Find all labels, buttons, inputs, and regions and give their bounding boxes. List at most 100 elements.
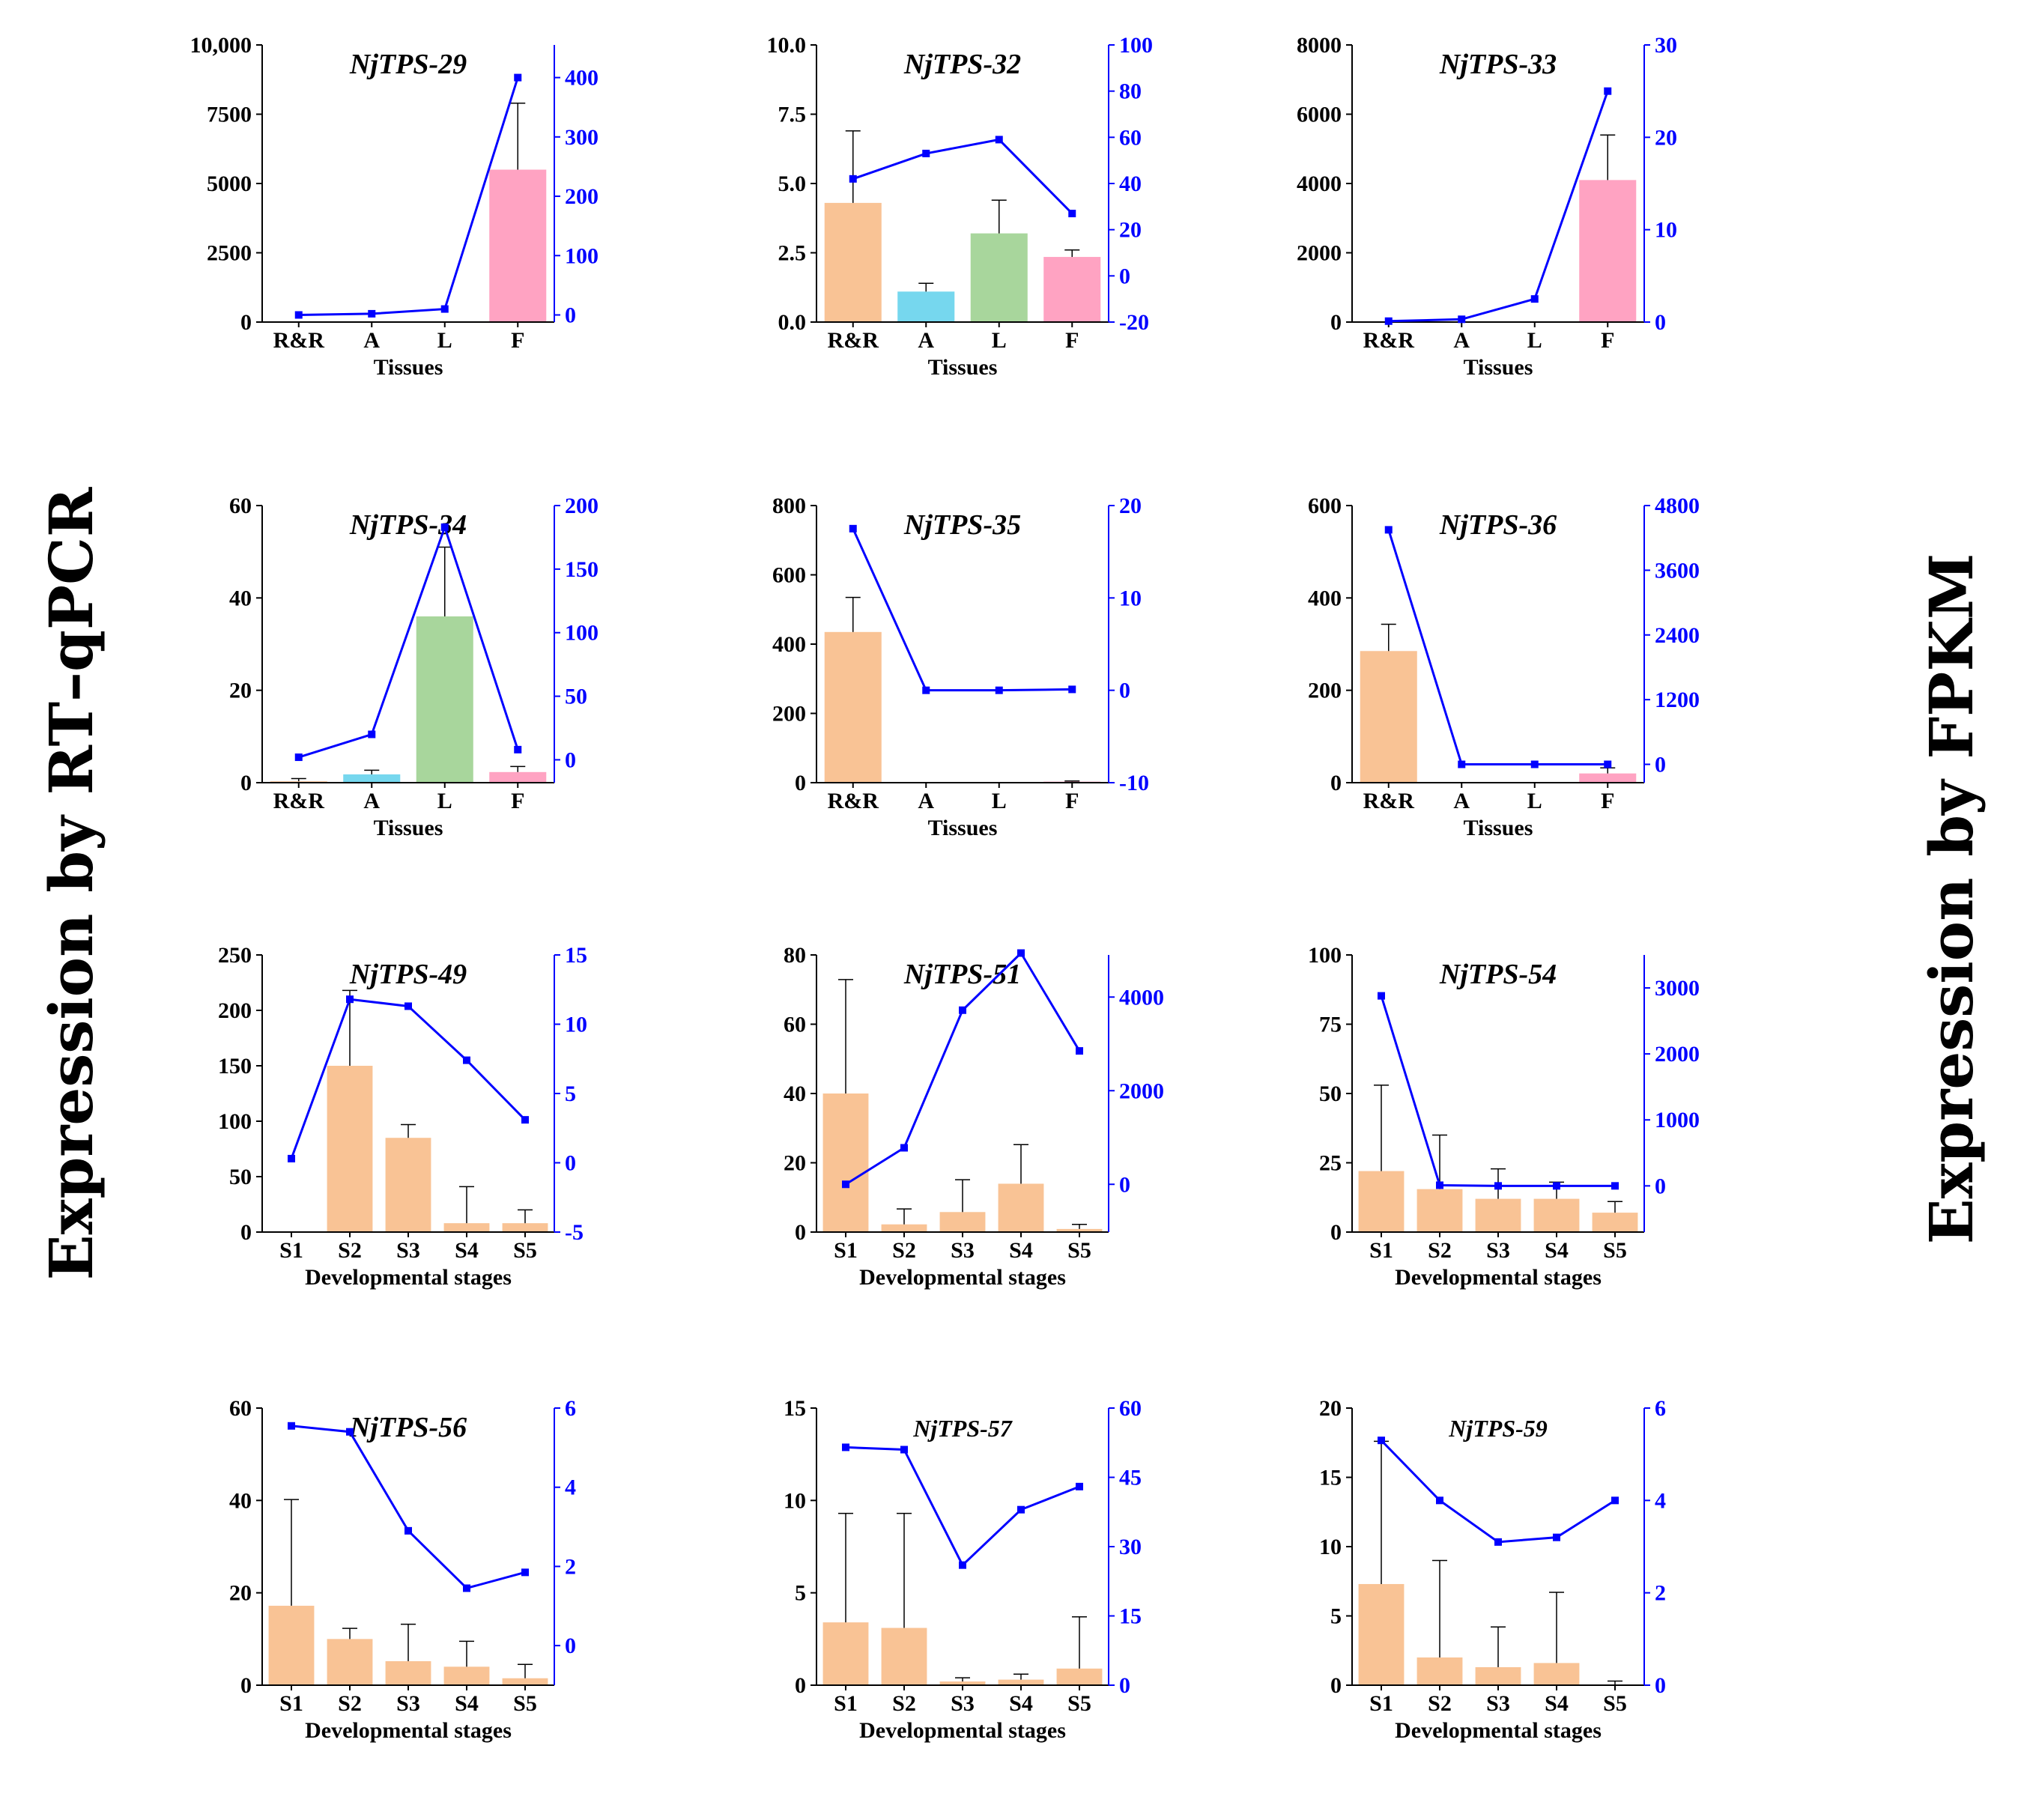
chart-title: NjTPS-49 xyxy=(349,959,467,990)
x-axis-title: Tissues xyxy=(928,816,998,840)
left-tick-label: 8000 xyxy=(1297,33,1342,58)
fpkm-point xyxy=(1017,1505,1025,1514)
left-tick-label: 0 xyxy=(795,1673,806,1698)
fpkm-point xyxy=(1458,315,1466,324)
fpkm-point xyxy=(1378,1437,1385,1445)
left-tick-label: 10,000 xyxy=(190,33,252,58)
bar xyxy=(1592,1213,1638,1232)
chart-title: NjTPS-29 xyxy=(349,49,467,80)
x-tick-label: F xyxy=(511,328,524,353)
right-tick-label: 0 xyxy=(1119,1673,1130,1698)
right-tick-label: -5 xyxy=(565,1220,584,1245)
right-tick-label: 0 xyxy=(1119,264,1130,288)
x-tick-label: S5 xyxy=(513,1238,537,1263)
fpkm-point xyxy=(1384,526,1393,534)
bar xyxy=(939,1212,986,1232)
chart-title: NjTPS-59 xyxy=(1448,1415,1548,1442)
fpkm-line xyxy=(1388,91,1609,323)
right-tick-label: 100 xyxy=(565,621,599,646)
right-tick-label: 5 xyxy=(565,1082,576,1106)
fpkm-point xyxy=(1604,760,1612,768)
x-tick-label: S2 xyxy=(338,1691,362,1716)
left-tick-label: 0 xyxy=(795,771,806,795)
fpkm-point xyxy=(842,1443,849,1452)
fpkm-point xyxy=(440,523,449,531)
chart-panel-njtps-49: 0 50 100 150 200 250 -5 0 5 10 15 S1 S2 S3 S4 S5Develop… xyxy=(218,943,587,1290)
fpkm-point xyxy=(849,524,857,533)
left-tick-label: 0 xyxy=(795,1220,806,1245)
bar xyxy=(1358,1171,1405,1232)
right-tick-label: 80 xyxy=(1119,79,1142,104)
right-tick-label: 4000 xyxy=(1119,985,1164,1010)
fpkm-line xyxy=(298,77,519,316)
fpkm-point xyxy=(1530,760,1539,768)
bar xyxy=(822,1093,869,1232)
x-tick-label: S5 xyxy=(513,1691,537,1716)
left-tick-label: 600 xyxy=(1308,494,1342,518)
x-tick-label: S1 xyxy=(834,1691,858,1716)
right-tick-label: 10 xyxy=(1119,586,1142,610)
fpkm-point xyxy=(1068,210,1076,218)
right-tick-label: 0 xyxy=(1655,753,1666,777)
x-tick-label: A xyxy=(363,328,380,353)
bar xyxy=(1360,651,1417,783)
fpkm-point xyxy=(368,730,376,738)
x-axis-title: Developmental stages xyxy=(859,1718,1066,1743)
x-axis-title: Developmental stages xyxy=(305,1718,512,1743)
right-tick-label: 0 xyxy=(1655,1673,1666,1698)
fpkm-point xyxy=(1436,1496,1443,1505)
fpkm-point xyxy=(514,73,522,82)
fpkm-point xyxy=(1068,685,1076,694)
right-tick-label: 15 xyxy=(565,943,587,968)
left-tick-label: 200 xyxy=(1308,679,1342,703)
bar xyxy=(327,1639,373,1685)
fpkm-point xyxy=(842,1180,849,1189)
x-axis-title: Tissues xyxy=(928,355,998,380)
right-tick-label: 3600 xyxy=(1655,558,1700,583)
x-tick-label: S2 xyxy=(1428,1238,1452,1263)
bar xyxy=(1579,773,1637,783)
left-tick-label: 60 xyxy=(229,494,252,518)
bar xyxy=(998,1679,1044,1685)
left-tick-label: 7.5 xyxy=(778,103,807,127)
right-tick-label: 0 xyxy=(1119,679,1130,703)
left-tick-label: 40 xyxy=(784,1082,806,1106)
right-tick-label: 4 xyxy=(1655,1488,1666,1513)
x-tick-label: R&R xyxy=(1363,789,1415,813)
x-tick-label: L xyxy=(1527,328,1542,353)
fpkm-point xyxy=(1017,949,1025,957)
left-tick-label: 0.0 xyxy=(778,310,807,335)
x-tick-label: S2 xyxy=(892,1238,916,1263)
x-axis-title: Developmental stages xyxy=(1395,1718,1602,1743)
x-axis-title: Developmental stages xyxy=(1395,1265,1602,1290)
right-tick-label: 0 xyxy=(565,303,576,327)
chart-title: NjTPS-34 xyxy=(349,509,467,541)
x-tick-label: S5 xyxy=(1067,1691,1091,1716)
left-tick-label: 5000 xyxy=(207,172,252,196)
fpkm-line xyxy=(852,138,1073,215)
fpkm-point xyxy=(1076,1482,1083,1490)
left-tick-label: 80 xyxy=(784,943,806,968)
right-tick-label: 50 xyxy=(565,685,587,709)
x-tick-label: L xyxy=(437,328,452,353)
left-tick-label: 200 xyxy=(218,998,252,1023)
bar xyxy=(1043,257,1101,322)
left-tick-label: 100 xyxy=(1308,943,1342,968)
x-tick-label: R&R xyxy=(273,789,325,813)
left-tick-label: 7500 xyxy=(207,103,252,127)
x-tick-label: R&R xyxy=(828,328,879,353)
bar xyxy=(824,202,882,322)
left-tick-label: 0 xyxy=(240,1673,252,1698)
x-tick-label: S5 xyxy=(1603,1691,1627,1716)
right-tick-label: 2400 xyxy=(1655,623,1700,648)
right-tick-label: 6 xyxy=(565,1396,576,1421)
right-tick-label: 150 xyxy=(565,557,599,582)
x-tick-label: S1 xyxy=(1369,1238,1393,1263)
right-tick-label: 0 xyxy=(565,1151,576,1176)
bar xyxy=(443,1666,490,1685)
left-tick-label: 5 xyxy=(795,1581,806,1606)
bar xyxy=(1533,1198,1580,1232)
fpkm-point xyxy=(1604,87,1612,95)
